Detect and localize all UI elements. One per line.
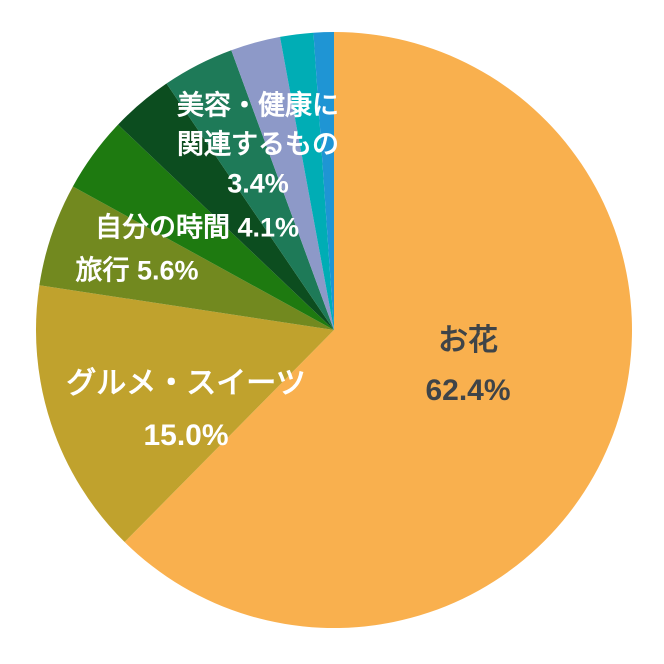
pie-slice-2 — [35, 285, 335, 543]
pie-slice-8 — [280, 32, 334, 331]
pie-slice-4 — [72, 124, 335, 330]
pie-slice-3 — [39, 186, 334, 330]
pie-slice-1 — [124, 32, 632, 628]
pie-slice-6 — [166, 50, 334, 330]
pie-slice-5 — [118, 83, 334, 330]
pie-slice-9 — [313, 32, 334, 330]
pie-slice-7 — [231, 36, 334, 331]
